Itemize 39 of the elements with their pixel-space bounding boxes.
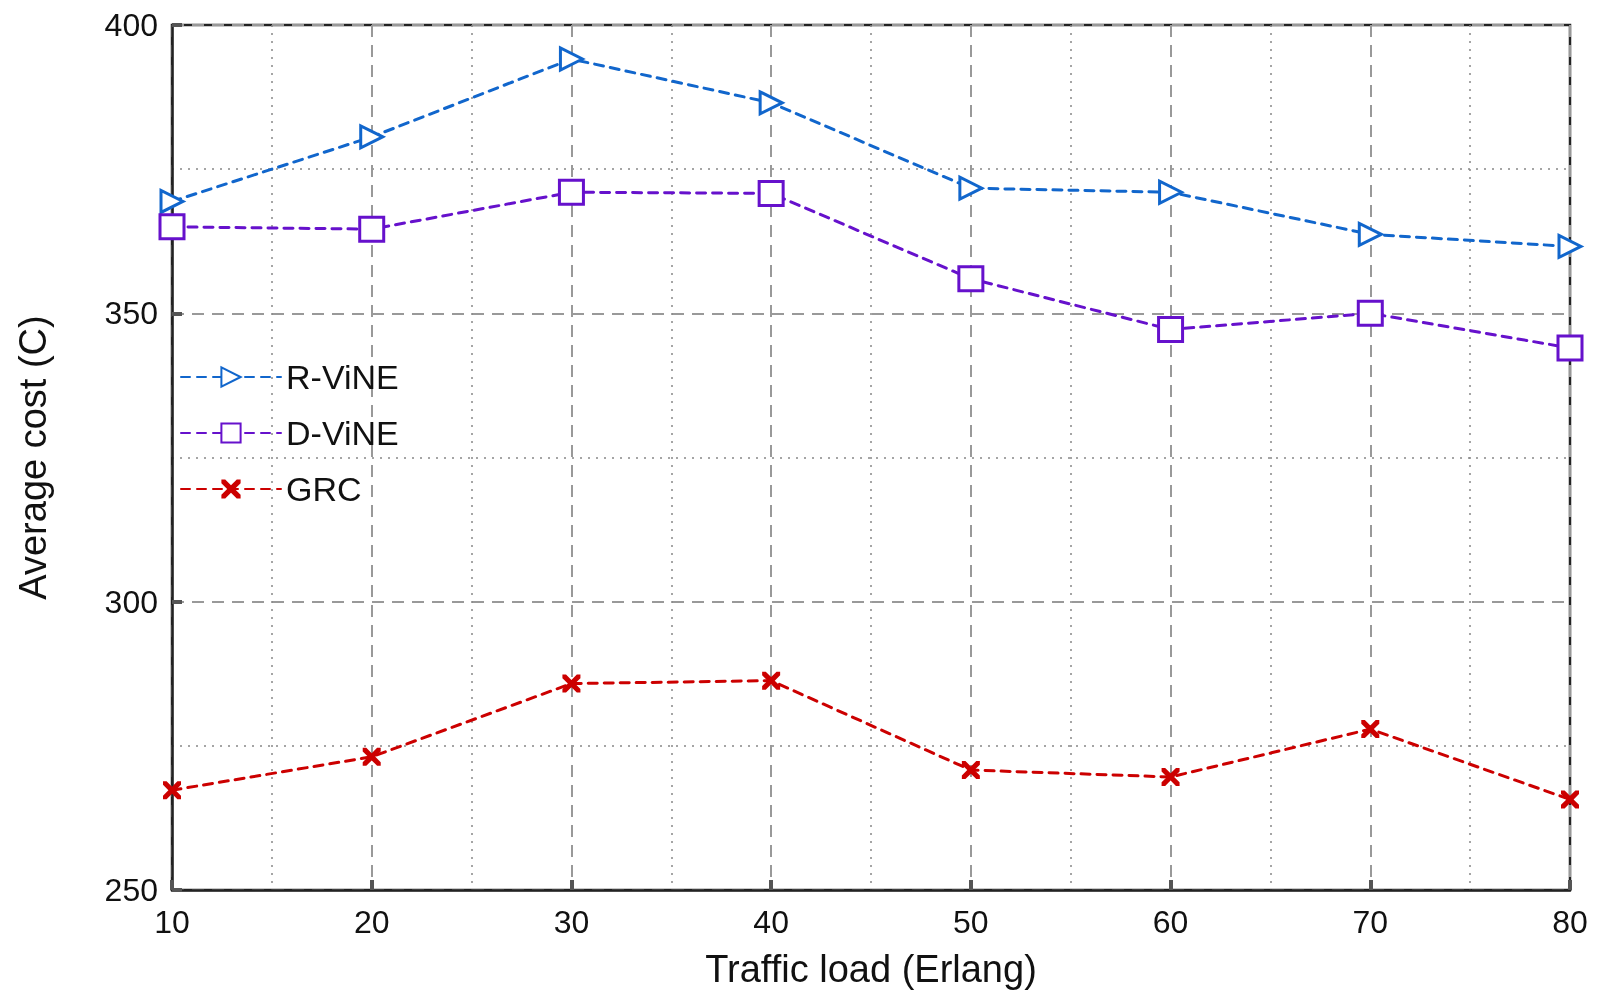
point — [562, 674, 581, 693]
point — [359, 124, 385, 150]
point — [1561, 790, 1579, 809]
x-tick-label: 80 — [1552, 904, 1588, 940]
x-tick-label: 60 — [1152, 904, 1189, 940]
point — [1556, 334, 1584, 362]
point — [1158, 179, 1184, 205]
y-tick-label: 300 — [104, 583, 158, 620]
point — [758, 90, 784, 116]
legend-label: D-ViNE — [286, 414, 399, 452]
point — [158, 213, 186, 241]
point — [163, 781, 181, 800]
point — [762, 671, 781, 690]
legend-label: GRC — [286, 470, 362, 508]
y-tick-label: 400 — [104, 7, 158, 43]
x-axis-title: Traffic load (Erlang) — [705, 948, 1037, 990]
x-tick-label: 70 — [1352, 904, 1389, 940]
legend-label: R-ViNE — [286, 358, 399, 396]
y-axis-title: Average cost (C) — [12, 315, 54, 600]
x-tick-label: 30 — [553, 904, 590, 940]
x-tick-label: 20 — [353, 904, 390, 940]
point — [1557, 233, 1583, 259]
point — [1361, 720, 1380, 739]
point — [558, 46, 584, 72]
point — [159, 188, 185, 214]
point — [1357, 221, 1383, 247]
point — [358, 215, 386, 243]
point — [1157, 315, 1185, 343]
point — [362, 747, 381, 766]
point — [1161, 767, 1180, 786]
point — [557, 178, 585, 206]
point — [961, 761, 980, 780]
x-tick-label: 50 — [953, 904, 989, 940]
y-tick-label: 350 — [104, 295, 158, 332]
point — [958, 175, 984, 201]
point — [757, 179, 785, 207]
point — [1356, 299, 1384, 327]
x-tick-label: 40 — [753, 904, 789, 940]
point — [957, 265, 985, 293]
